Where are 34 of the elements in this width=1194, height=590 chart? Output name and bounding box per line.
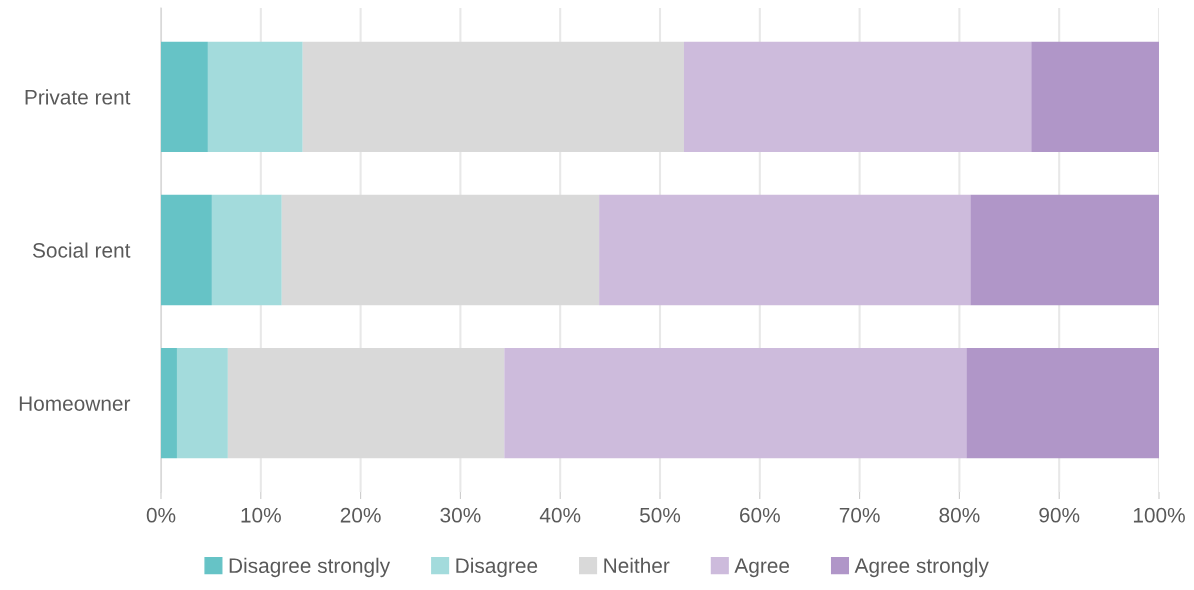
bar [161, 348, 177, 459]
legend-label: Agree strongly [854, 557, 989, 578]
x-tick-label: 30% [440, 507, 481, 523]
y-tick-label: Private rent [25, 89, 131, 105]
x-tick-label: 80% [939, 507, 980, 523]
y-tick-label: Homeowner [19, 396, 131, 411]
x-tick-label: 20% [340, 507, 381, 523]
bar [227, 348, 505, 459]
bar [970, 194, 1159, 306]
bar [161, 194, 212, 306]
bar [599, 194, 971, 306]
bar [302, 41, 684, 152]
x-tick-label: 0% [146, 507, 176, 523]
x-tick-label: 60% [740, 507, 780, 523]
bar [1031, 41, 1159, 152]
bar [966, 348, 1159, 459]
legend-label: Neither [604, 557, 670, 574]
x-tick-label: 90% [1039, 507, 1080, 523]
y-tick-label: Social rent [32, 242, 131, 258]
legend-label: Agree [734, 558, 790, 578]
bar [161, 41, 208, 152]
x-tick-label: 100% [1133, 507, 1185, 523]
bar [683, 41, 1032, 152]
bar [281, 194, 600, 306]
x-tick-label: 70% [839, 507, 880, 523]
x-tick-label: 40% [539, 507, 581, 523]
bar [207, 41, 303, 152]
x-tick-label: 10% [241, 507, 281, 523]
bar [504, 348, 967, 459]
bar [176, 348, 228, 459]
legend-label: Disagree [456, 557, 538, 578]
bar [211, 194, 282, 306]
legend-label: Disagree strongly [229, 557, 391, 578]
x-tick-label: 50% [639, 507, 681, 523]
